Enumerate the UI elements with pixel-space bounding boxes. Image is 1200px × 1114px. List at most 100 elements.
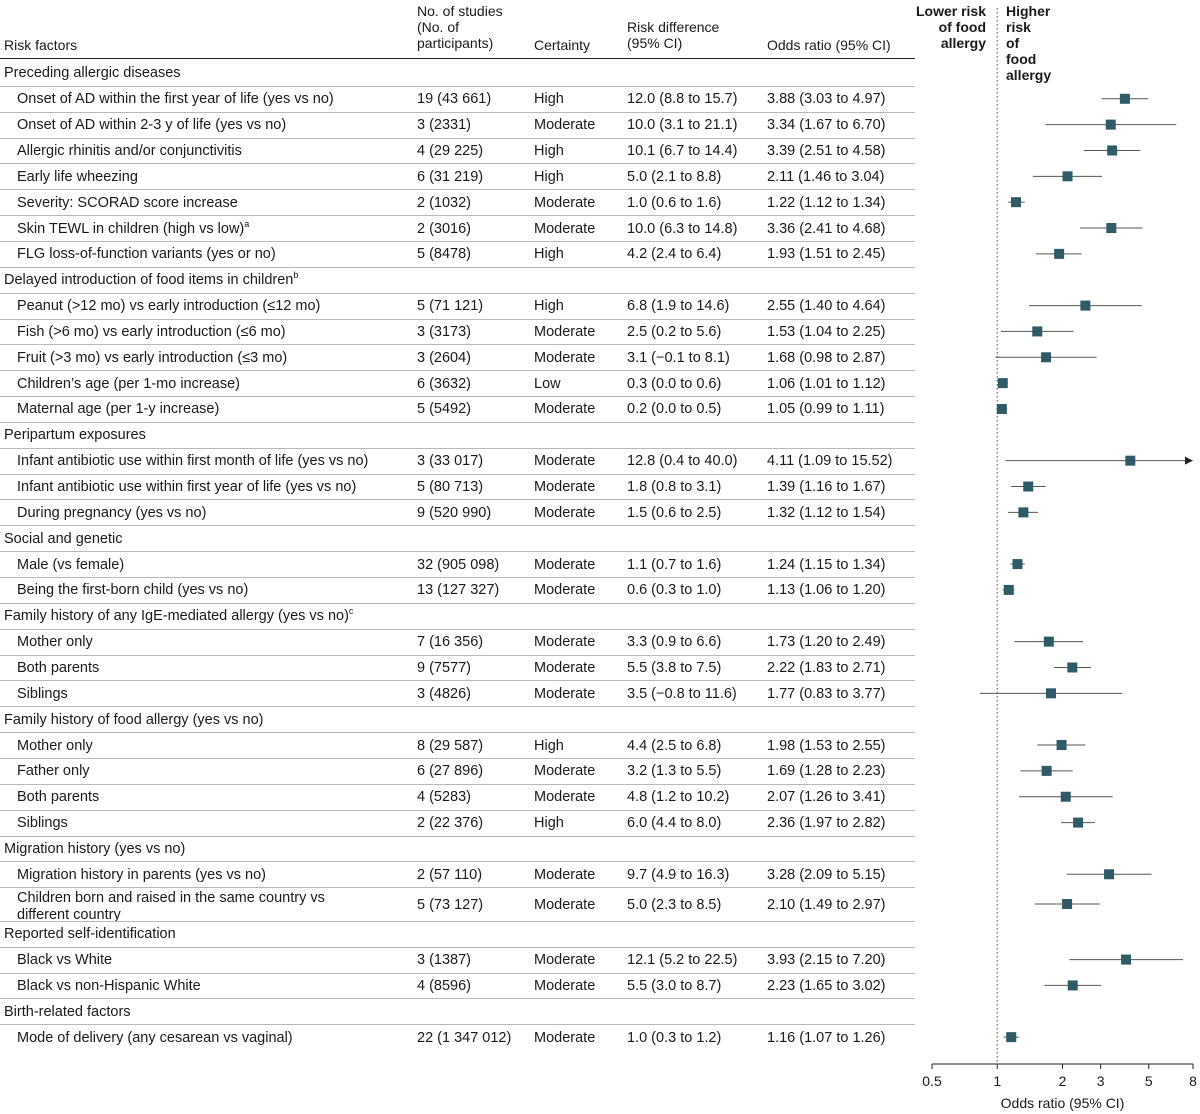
studies-cell: 2 (1032) <box>417 194 472 211</box>
factor-label: Fish (>6 mo) vs early introduction (≤6 m… <box>17 324 286 341</box>
x-tick-label: 3 <box>1097 1073 1105 1089</box>
row-divider <box>0 266 915 268</box>
row-divider <box>0 370 915 372</box>
certainty-cell: Moderate <box>534 952 596 969</box>
row-divider <box>0 240 915 242</box>
risk-difference-cell: 3.5 (−0.8 to 11.6) <box>627 685 737 702</box>
point-marker <box>1067 662 1078 673</box>
factor-label-text: Mother only <box>17 634 93 651</box>
group-heading-label: Preceding allergic diseases <box>4 65 181 82</box>
factor-label-text: Skin TEWL in children (high vs low) <box>17 220 245 237</box>
factor-label: During pregnancy (yes vs no) <box>17 505 206 522</box>
x-axis-label: Odds ratio (95% CI) <box>1001 1095 1125 1111</box>
certainty-cell: Moderate <box>534 194 596 211</box>
risk-difference-cell: 1.5 (0.6 to 2.5) <box>627 504 722 521</box>
risk-difference-cell: 9.7 (4.9 to 16.3) <box>627 866 730 883</box>
row-divider <box>0 783 915 785</box>
row-divider <box>0 1024 915 1026</box>
factor-label-text: Both parents <box>17 789 100 806</box>
odds-ratio-cell: 1.53 (1.04 to 2.25) <box>767 323 886 340</box>
factor-label: Onset of AD within 2-3 y of life (yes vs… <box>17 117 286 134</box>
point-marker <box>1032 326 1043 337</box>
studies-cell: 9 (520 990) <box>417 504 492 521</box>
point-marker <box>1010 197 1021 208</box>
certainty-cell: Moderate <box>534 453 596 470</box>
row-divider <box>0 85 915 87</box>
certainty-cell: Moderate <box>534 479 596 496</box>
certainty-cell: Moderate <box>534 659 596 676</box>
certainty-cell: High <box>534 168 564 185</box>
row-divider <box>0 809 915 811</box>
row-divider <box>0 835 915 837</box>
odds-ratio-cell: 2.10 (1.49 to 2.97) <box>767 896 886 913</box>
group-heading: Preceding allergic diseases <box>4 65 181 82</box>
point-marker <box>1023 481 1034 492</box>
group-heading: Reported self-identification <box>4 926 176 943</box>
odds-ratio-cell: 1.16 (1.07 to 1.26) <box>767 1029 886 1046</box>
factor-label-text: Fruit (>3 mo) vs early introduction (≤3 … <box>17 349 288 366</box>
factor-label-text: Onset of AD within 2-3 y of life (yes vs… <box>17 117 287 134</box>
odds-ratio-cell: 1.77 (0.83 to 3.77) <box>767 685 886 702</box>
risk-difference-cell: 5.5 (3.0 to 8.7) <box>627 977 722 994</box>
factor-label: Mother only <box>17 634 93 651</box>
studies-cell: 6 (27 896) <box>417 763 484 780</box>
row-divider <box>0 189 915 191</box>
row-divider <box>0 654 915 656</box>
group-heading-label: Social and genetic <box>4 530 123 547</box>
row-divider <box>0 920 915 922</box>
group-heading-label: Migration history (yes vs no) <box>4 840 186 857</box>
odds-ratio-cell: 3.93 (2.15 to 7.20) <box>767 952 886 969</box>
risk-difference-cell: 12.8 (0.4 to 40.0) <box>627 453 738 470</box>
risk-difference-cell: 10.0 (3.1 to 21.1) <box>627 117 738 134</box>
odds-ratio-cell: 2.55 (1.40 to 4.64) <box>767 298 886 315</box>
factor-label-text: Early life wheezing <box>17 168 138 185</box>
factor-label: Siblings <box>17 686 68 703</box>
studies-cell: 4 (8596) <box>417 977 472 994</box>
factor-label-text: Maternal age (per 1-y increase) <box>17 401 220 418</box>
odds-ratio-cell: 2.36 (1.97 to 2.82) <box>767 815 886 832</box>
risk-difference-cell: 3.2 (1.3 to 5.5) <box>627 763 722 780</box>
odds-ratio-cell: 3.28 (2.09 to 5.15) <box>767 866 886 883</box>
studies-cell: 7 (16 356) <box>417 634 484 651</box>
row-divider <box>0 421 915 423</box>
header-risk-difference: Risk difference (95% CI) <box>627 19 720 51</box>
studies-cell: 4 (5283) <box>417 789 472 806</box>
row-divider <box>0 757 915 759</box>
certainty-cell: High <box>534 815 564 832</box>
row-divider <box>0 732 915 734</box>
factor-label-text: Both parents <box>17 659 100 676</box>
footnote-marker: a <box>244 218 250 229</box>
certainty-cell: Moderate <box>534 1029 596 1046</box>
group-heading: Family history of any IgE-mediated aller… <box>4 607 353 625</box>
certainty-cell: High <box>534 298 564 315</box>
point-marker <box>1062 171 1073 182</box>
factor-label-text: Mode of delivery (any cesarean vs vagina… <box>17 1029 293 1046</box>
row-divider <box>0 396 915 398</box>
factor-label-text: Black vs non-Hispanic White <box>17 977 201 994</box>
odds-ratio-cell: 1.93 (1.51 to 2.45) <box>767 246 886 263</box>
header-odds-ratio: Odds ratio (95% CI) <box>767 37 891 53</box>
studies-cell: 6 (31 219) <box>417 168 484 185</box>
odds-ratio-cell: 2.22 (1.83 to 2.71) <box>767 659 886 676</box>
risk-difference-cell: 5.0 (2.1 to 8.8) <box>627 168 722 185</box>
x-tick-label: 1 <box>993 1073 1001 1089</box>
studies-cell: 3 (2331) <box>417 117 472 134</box>
studies-cell: 3 (4826) <box>417 685 472 702</box>
group-heading: Peripartum exposures <box>4 427 146 444</box>
row-divider <box>0 602 915 604</box>
studies-cell: 8 (29 587) <box>417 737 484 754</box>
studies-cell: 3 (33 017) <box>417 453 484 470</box>
row-divider <box>0 946 915 948</box>
group-heading-label: Family history of food allergy (yes vs n… <box>4 711 264 728</box>
certainty-cell: Moderate <box>534 789 596 806</box>
point-marker <box>1006 1032 1017 1043</box>
odds-ratio-cell: 2.11 (1.46 to 3.04) <box>767 168 885 185</box>
group-heading: Birth-related factors <box>4 1004 131 1021</box>
x-tick-label: 0.5 <box>922 1073 942 1089</box>
odds-ratio-cell: 1.98 (1.53 to 2.55) <box>767 737 886 754</box>
x-tick-label: 5 <box>1145 1073 1153 1089</box>
point-marker <box>1121 954 1132 965</box>
certainty-cell: Moderate <box>534 556 596 573</box>
row-divider <box>0 111 915 113</box>
odds-ratio-cell: 3.39 (2.51 to 4.58) <box>767 142 886 159</box>
